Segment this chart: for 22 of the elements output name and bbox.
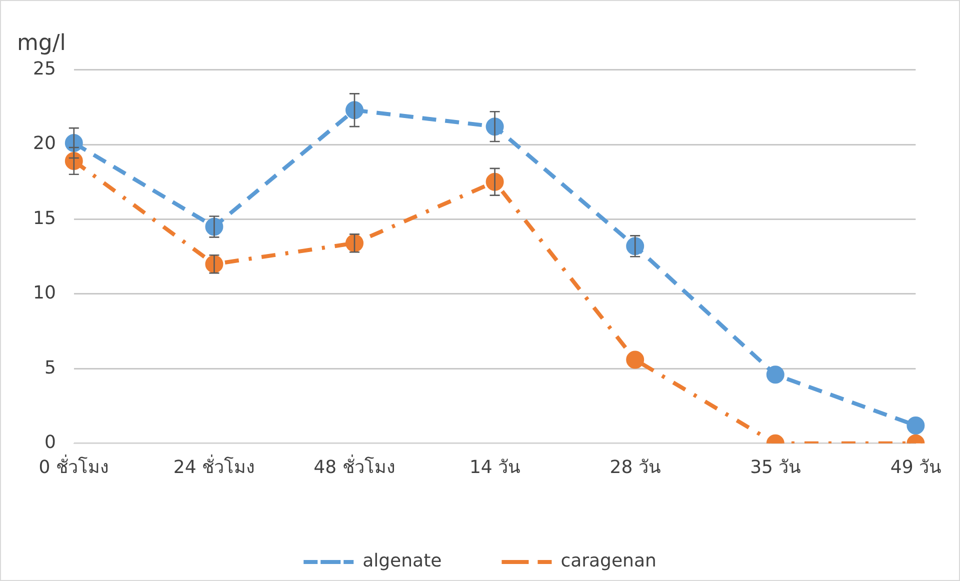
point: [626, 350, 644, 369]
y-tick-label: 15: [33, 208, 56, 229]
x-tick-label: 28 วัน: [610, 456, 660, 478]
y-axis-title: mg/l: [17, 31, 66, 56]
y-tick-label: 25: [33, 58, 56, 80]
point: [346, 101, 364, 120]
y-tick-label: 10: [33, 282, 56, 304]
point: [626, 237, 644, 256]
point: [766, 366, 784, 384]
point: [346, 234, 364, 252]
x-tick-label: 24 ชั่วโมง: [173, 454, 256, 478]
y-tick-label: 0: [44, 432, 56, 454]
y-tick-label: 5: [44, 357, 56, 378]
point: [906, 416, 925, 434]
y-tick-label: 20: [33, 133, 56, 154]
x-tick-label: 48 ชั่วโมง: [314, 454, 396, 478]
x-tick-label: 35 วัน: [750, 456, 801, 478]
x-tick-label: 14 วัน: [469, 456, 520, 478]
legend-label: caragenan: [560, 550, 656, 572]
x-tick-label: 0 ชั่วโมง: [38, 454, 109, 478]
x-tick-label: 49 วัน: [890, 456, 942, 478]
legend-label: algenate: [362, 550, 442, 572]
